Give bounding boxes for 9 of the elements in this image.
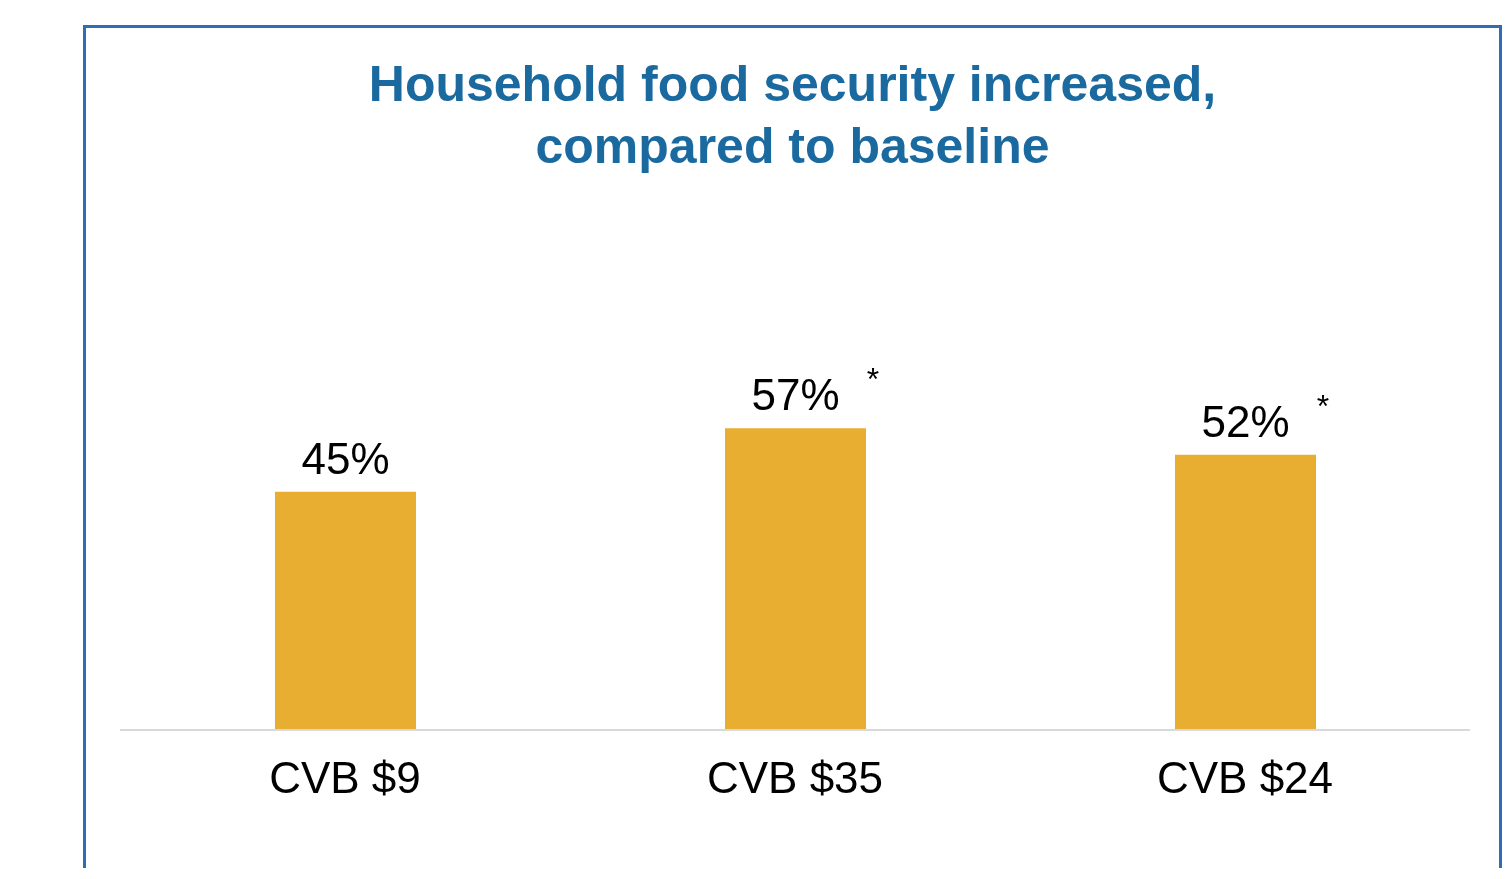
annotation: * — [1316, 387, 1330, 424]
x-tick-label: CVB $9 — [269, 753, 421, 803]
chart-title: Household food security increased, compared to baseline — [367, 55, 1218, 176]
data-label: 57% — [751, 370, 840, 420]
x-tick-label: CVB $24 — [1156, 753, 1334, 803]
data-label: 45% — [301, 433, 390, 483]
data-label: 52% — [1201, 396, 1290, 446]
x-tick-label: CVB $35 — [706, 753, 884, 803]
annotation: * — [866, 361, 880, 398]
